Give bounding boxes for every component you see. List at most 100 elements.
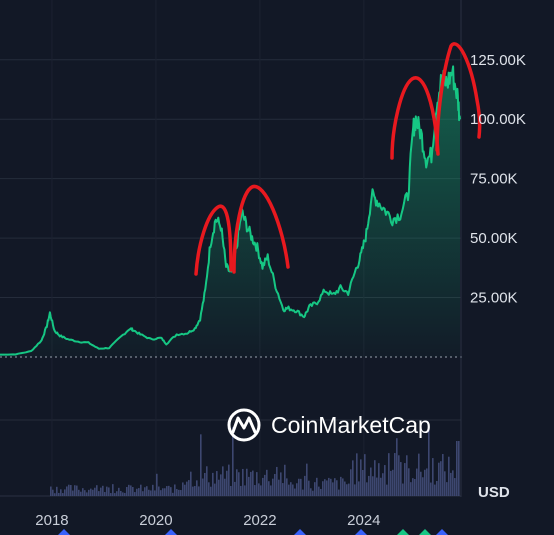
volume-bar [106, 486, 108, 496]
volume-bar [310, 488, 312, 496]
volume-bar [404, 463, 406, 496]
volume-bar [212, 472, 214, 496]
volume-bar [216, 471, 218, 496]
volume-bar [456, 441, 458, 496]
volume-bar [272, 478, 274, 496]
coinmarketcap-mark-icon [227, 408, 261, 442]
volume-bar [374, 460, 376, 496]
volume-bar [392, 469, 394, 496]
volume-bar [320, 488, 322, 496]
volume-bar [298, 478, 300, 496]
volume-bar [96, 485, 98, 496]
volume-bar [336, 480, 338, 496]
volume-bar [372, 476, 374, 496]
volume-bar [72, 490, 74, 496]
volume-bar [186, 481, 188, 496]
volume-bar [200, 434, 202, 496]
volume-bar [356, 453, 358, 496]
volume-bar [180, 490, 182, 496]
volume-bar [350, 469, 352, 496]
volume-bar [76, 485, 78, 496]
time-tick-label: 2018 [35, 512, 68, 529]
volume-bar [408, 468, 410, 496]
volume-bar [220, 474, 222, 496]
volume-bar [182, 482, 184, 496]
volume-bar [388, 453, 390, 496]
volume-bar [170, 487, 172, 496]
volume-bar [120, 490, 122, 496]
volume-bars [50, 426, 460, 496]
volume-bar [136, 488, 138, 496]
volume-bar [316, 477, 318, 496]
volume-bar [360, 459, 362, 496]
volume-bar [354, 484, 356, 496]
volume-bar [428, 426, 430, 496]
volume-bar [74, 485, 76, 496]
coinmarketcap-logo: CoinMarketCap [227, 408, 431, 442]
volume-bar [288, 484, 290, 496]
volume-bar [394, 453, 396, 496]
volume-bar [140, 484, 142, 496]
volume-bar [274, 473, 276, 496]
volume-bar [188, 480, 190, 496]
volume-bar [358, 481, 360, 496]
event-marker [419, 529, 431, 535]
volume-bar [386, 484, 388, 496]
volume-bar [370, 467, 372, 496]
volume-bar [130, 485, 132, 496]
volume-bar [378, 463, 380, 496]
volume-bar [402, 483, 404, 496]
volume-bar [414, 479, 416, 496]
volume-bar [262, 477, 264, 496]
volume-bar [450, 472, 452, 496]
volume-bar [152, 484, 154, 496]
volume-bar [192, 486, 194, 496]
volume-bar [278, 479, 280, 496]
event-marker [397, 529, 409, 535]
volume-bar [90, 488, 92, 496]
volume-bar [246, 468, 248, 496]
volume-bar [196, 480, 198, 496]
volume-unit-label: USD [478, 484, 510, 501]
volume-bar [138, 488, 140, 496]
volume-bar [146, 486, 148, 496]
volume-bar [452, 470, 454, 496]
volume-bar [238, 472, 240, 496]
volume-bar [158, 486, 160, 496]
volume-bar [318, 486, 320, 496]
volume-bar [380, 477, 382, 496]
volume-bar [114, 493, 116, 496]
volume-bar [174, 484, 176, 496]
volume-bar [104, 492, 106, 496]
volume-bar [166, 486, 168, 496]
volume-bar [108, 487, 110, 496]
volume-bar [50, 486, 52, 496]
volume-bar [416, 468, 418, 496]
volume-bar [128, 484, 130, 496]
event-marker [355, 529, 367, 535]
volume-bar [198, 486, 200, 496]
volume-bar [364, 454, 366, 496]
volume-bar [302, 489, 304, 496]
volume-bar [56, 486, 58, 496]
volume-bar [142, 491, 144, 496]
volume-bar [116, 491, 118, 496]
volume-bar [132, 487, 134, 496]
time-tick-label: 2020 [139, 512, 172, 529]
volume-bar [306, 463, 308, 496]
event-markers [58, 529, 448, 535]
volume-bar [164, 488, 166, 496]
time-tick-label: 2024 [347, 512, 380, 529]
volume-bar [282, 483, 284, 496]
volume-bar [88, 489, 90, 496]
volume-bar [342, 478, 344, 496]
volume-bar [62, 493, 64, 496]
volume-bar [94, 487, 96, 496]
volume-bar [98, 491, 100, 496]
volume-bar [54, 493, 56, 496]
volume-bar [190, 471, 192, 496]
volume-bar [260, 485, 262, 496]
volume-bar [330, 478, 332, 496]
red-arch-2021-first [194, 204, 233, 276]
